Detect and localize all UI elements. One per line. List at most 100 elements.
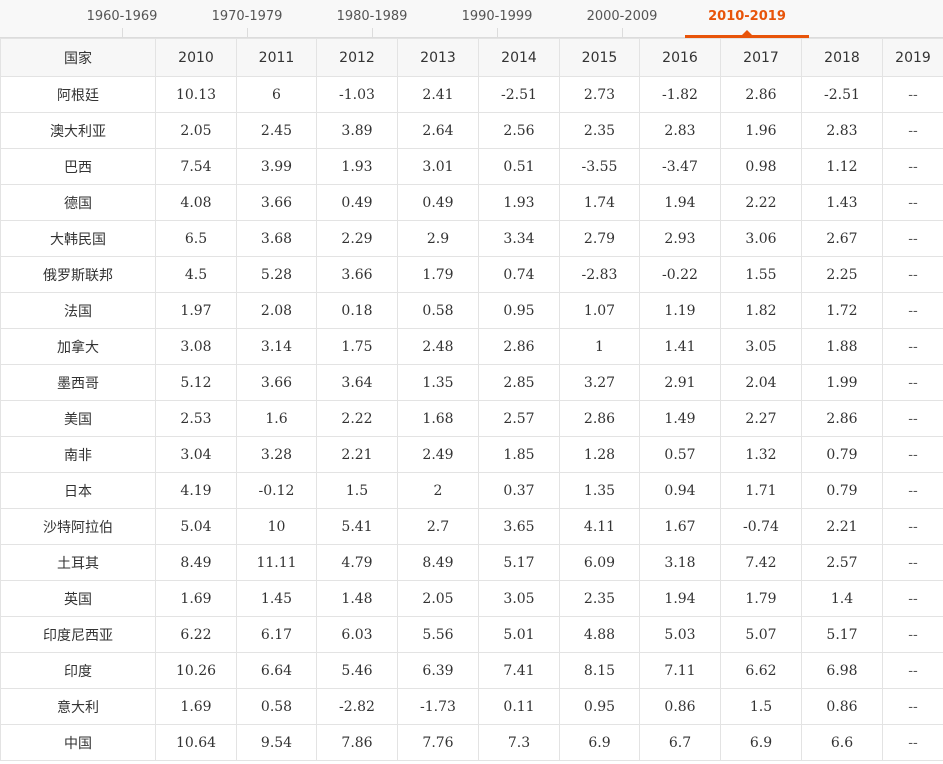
value-cell: 1.88 bbox=[801, 328, 883, 365]
value-cell: 2.64 bbox=[397, 112, 479, 149]
value-cell: 0.49 bbox=[316, 184, 398, 221]
value-cell: 3.66 bbox=[236, 364, 317, 401]
value-cell: 2.86 bbox=[559, 400, 640, 437]
tab-label: 1970-1979 bbox=[211, 9, 283, 24]
value-cell: 0.79 bbox=[801, 472, 883, 509]
value-cell: 6.64 bbox=[236, 652, 317, 689]
column-header-year: 2012 bbox=[316, 38, 398, 77]
value-cell: 1.74 bbox=[559, 184, 640, 221]
value-cell: 2.04 bbox=[720, 364, 802, 401]
tab-2010-2019[interactable]: 2010-2019 bbox=[685, 0, 809, 38]
country-cell: 法国 bbox=[0, 292, 156, 329]
value-cell: 6.5 bbox=[155, 220, 237, 257]
value-cell: 5.28 bbox=[236, 256, 317, 293]
value-cell: 6.7 bbox=[639, 724, 721, 761]
country-cell: 德国 bbox=[0, 184, 156, 221]
table-row: 巴西 7.54 3.99 1.93 3.01 0.51 -3.55 -3.47 0.98 1.12… bbox=[0, 148, 943, 185]
gdp-growth-table: 国家 2010 2011 2012 2013 2014 2015 2016 2017 2018 20… bbox=[0, 38, 943, 761]
value-cell: 0.95 bbox=[478, 292, 560, 329]
value-cell: 0.94 bbox=[639, 472, 721, 509]
value-cell: -0.74 bbox=[720, 508, 802, 545]
decade-tab-bar: 1960-1969 1970-1979 1980-1989 1990-1999 2000… bbox=[0, 0, 943, 38]
value-cell: 3.66 bbox=[236, 184, 317, 221]
value-cell: -- bbox=[882, 724, 943, 761]
value-cell: 0.18 bbox=[316, 292, 398, 329]
value-cell: 8.49 bbox=[397, 544, 479, 581]
value-cell: 2.05 bbox=[397, 580, 479, 617]
value-cell: 2.22 bbox=[316, 400, 398, 437]
value-cell: -2.51 bbox=[478, 76, 560, 113]
value-cell: 0.74 bbox=[478, 256, 560, 293]
table-row: 中国 10.64 9.54 7.86 7.76 7.3 6.9 6.7 6.9 6.6 -- bbox=[0, 724, 943, 761]
value-cell: 1.72 bbox=[801, 292, 883, 329]
value-cell: 4.88 bbox=[559, 616, 640, 653]
country-cell: 俄罗斯联邦 bbox=[0, 256, 156, 293]
tab-label: 1960-1969 bbox=[86, 9, 158, 24]
tab-2000-2009[interactable]: 2000-2009 bbox=[560, 0, 684, 38]
tab-separator bbox=[122, 28, 123, 38]
value-cell: 7.86 bbox=[316, 724, 398, 761]
value-cell: 2.86 bbox=[478, 328, 560, 365]
tab-1970-1979[interactable]: 1970-1979 bbox=[185, 0, 309, 38]
value-cell: -2.82 bbox=[316, 688, 398, 725]
value-cell: 3.65 bbox=[478, 508, 560, 545]
tab-separator bbox=[372, 28, 373, 38]
value-cell: 1.79 bbox=[397, 256, 479, 293]
value-cell: 1.49 bbox=[639, 400, 721, 437]
value-cell: 3.66 bbox=[316, 256, 398, 293]
tab-1960-1969[interactable]: 1960-1969 bbox=[60, 0, 184, 38]
value-cell: 1.48 bbox=[316, 580, 398, 617]
value-cell: 1.94 bbox=[639, 580, 721, 617]
value-cell: 1.55 bbox=[720, 256, 802, 293]
value-cell: 7.11 bbox=[639, 652, 721, 689]
active-tab-caret-icon bbox=[742, 30, 752, 35]
value-cell: 6.9 bbox=[559, 724, 640, 761]
table-row: 墨西哥 5.12 3.66 3.64 1.35 2.85 3.27 2.91 2.04 1.99-… bbox=[0, 364, 943, 401]
value-cell: 1.6 bbox=[236, 400, 317, 437]
value-cell: 5.01 bbox=[478, 616, 560, 653]
column-header-year: 2011 bbox=[236, 38, 317, 77]
value-cell: 1.12 bbox=[801, 148, 883, 185]
value-cell: 2.45 bbox=[236, 112, 317, 149]
value-cell: 5.12 bbox=[155, 364, 237, 401]
value-cell: 3.68 bbox=[236, 220, 317, 257]
tab-label: 1980-1989 bbox=[336, 9, 408, 24]
country-cell: 大韩民国 bbox=[0, 220, 156, 257]
value-cell: 1.79 bbox=[720, 580, 802, 617]
value-cell: 1.69 bbox=[155, 580, 237, 617]
value-cell: 3.99 bbox=[236, 148, 317, 185]
value-cell: 0.86 bbox=[801, 688, 883, 725]
value-cell: 0.49 bbox=[397, 184, 479, 221]
country-cell: 英国 bbox=[0, 580, 156, 617]
tab-label: 2000-2009 bbox=[586, 9, 658, 24]
value-cell: 2.48 bbox=[397, 328, 479, 365]
value-cell: 10.64 bbox=[155, 724, 237, 761]
value-cell: 2.9 bbox=[397, 220, 479, 257]
tab-1980-1989[interactable]: 1980-1989 bbox=[310, 0, 434, 38]
value-cell: 1.45 bbox=[236, 580, 317, 617]
table-row: 加拿大 3.08 3.14 1.75 2.48 2.86 1 1.41 3.05 1.88 -- bbox=[0, 328, 943, 365]
value-cell: 1.41 bbox=[639, 328, 721, 365]
value-cell: 1.82 bbox=[720, 292, 802, 329]
value-cell: 1.07 bbox=[559, 292, 640, 329]
value-cell: 3.34 bbox=[478, 220, 560, 257]
country-cell: 美国 bbox=[0, 400, 156, 437]
table-row: 日本 4.19 -0.12 1.5 2 0.37 1.35 0.94 1.71 0.79 -- bbox=[0, 472, 943, 509]
value-cell: -2.83 bbox=[559, 256, 640, 293]
column-header-year: 2010 bbox=[155, 38, 237, 77]
value-cell: 0.58 bbox=[397, 292, 479, 329]
value-cell: 2.83 bbox=[801, 112, 883, 149]
table-row: 阿根廷 10.13 6 -1.03 2.41 -2.51 2.73 -1.82 2.86 -2.5… bbox=[0, 76, 943, 113]
value-cell: 2.83 bbox=[639, 112, 721, 149]
value-cell: 1.5 bbox=[316, 472, 398, 509]
value-cell: 0.98 bbox=[720, 148, 802, 185]
value-cell: -- bbox=[882, 364, 943, 401]
value-cell: 1.28 bbox=[559, 436, 640, 473]
country-cell: 加拿大 bbox=[0, 328, 156, 365]
value-cell: 1.35 bbox=[397, 364, 479, 401]
value-cell: 6.9 bbox=[720, 724, 802, 761]
value-cell: 1.5 bbox=[720, 688, 802, 725]
value-cell: 2 bbox=[397, 472, 479, 509]
tab-1990-1999[interactable]: 1990-1999 bbox=[435, 0, 559, 38]
column-header-year: 2018 bbox=[801, 38, 883, 77]
